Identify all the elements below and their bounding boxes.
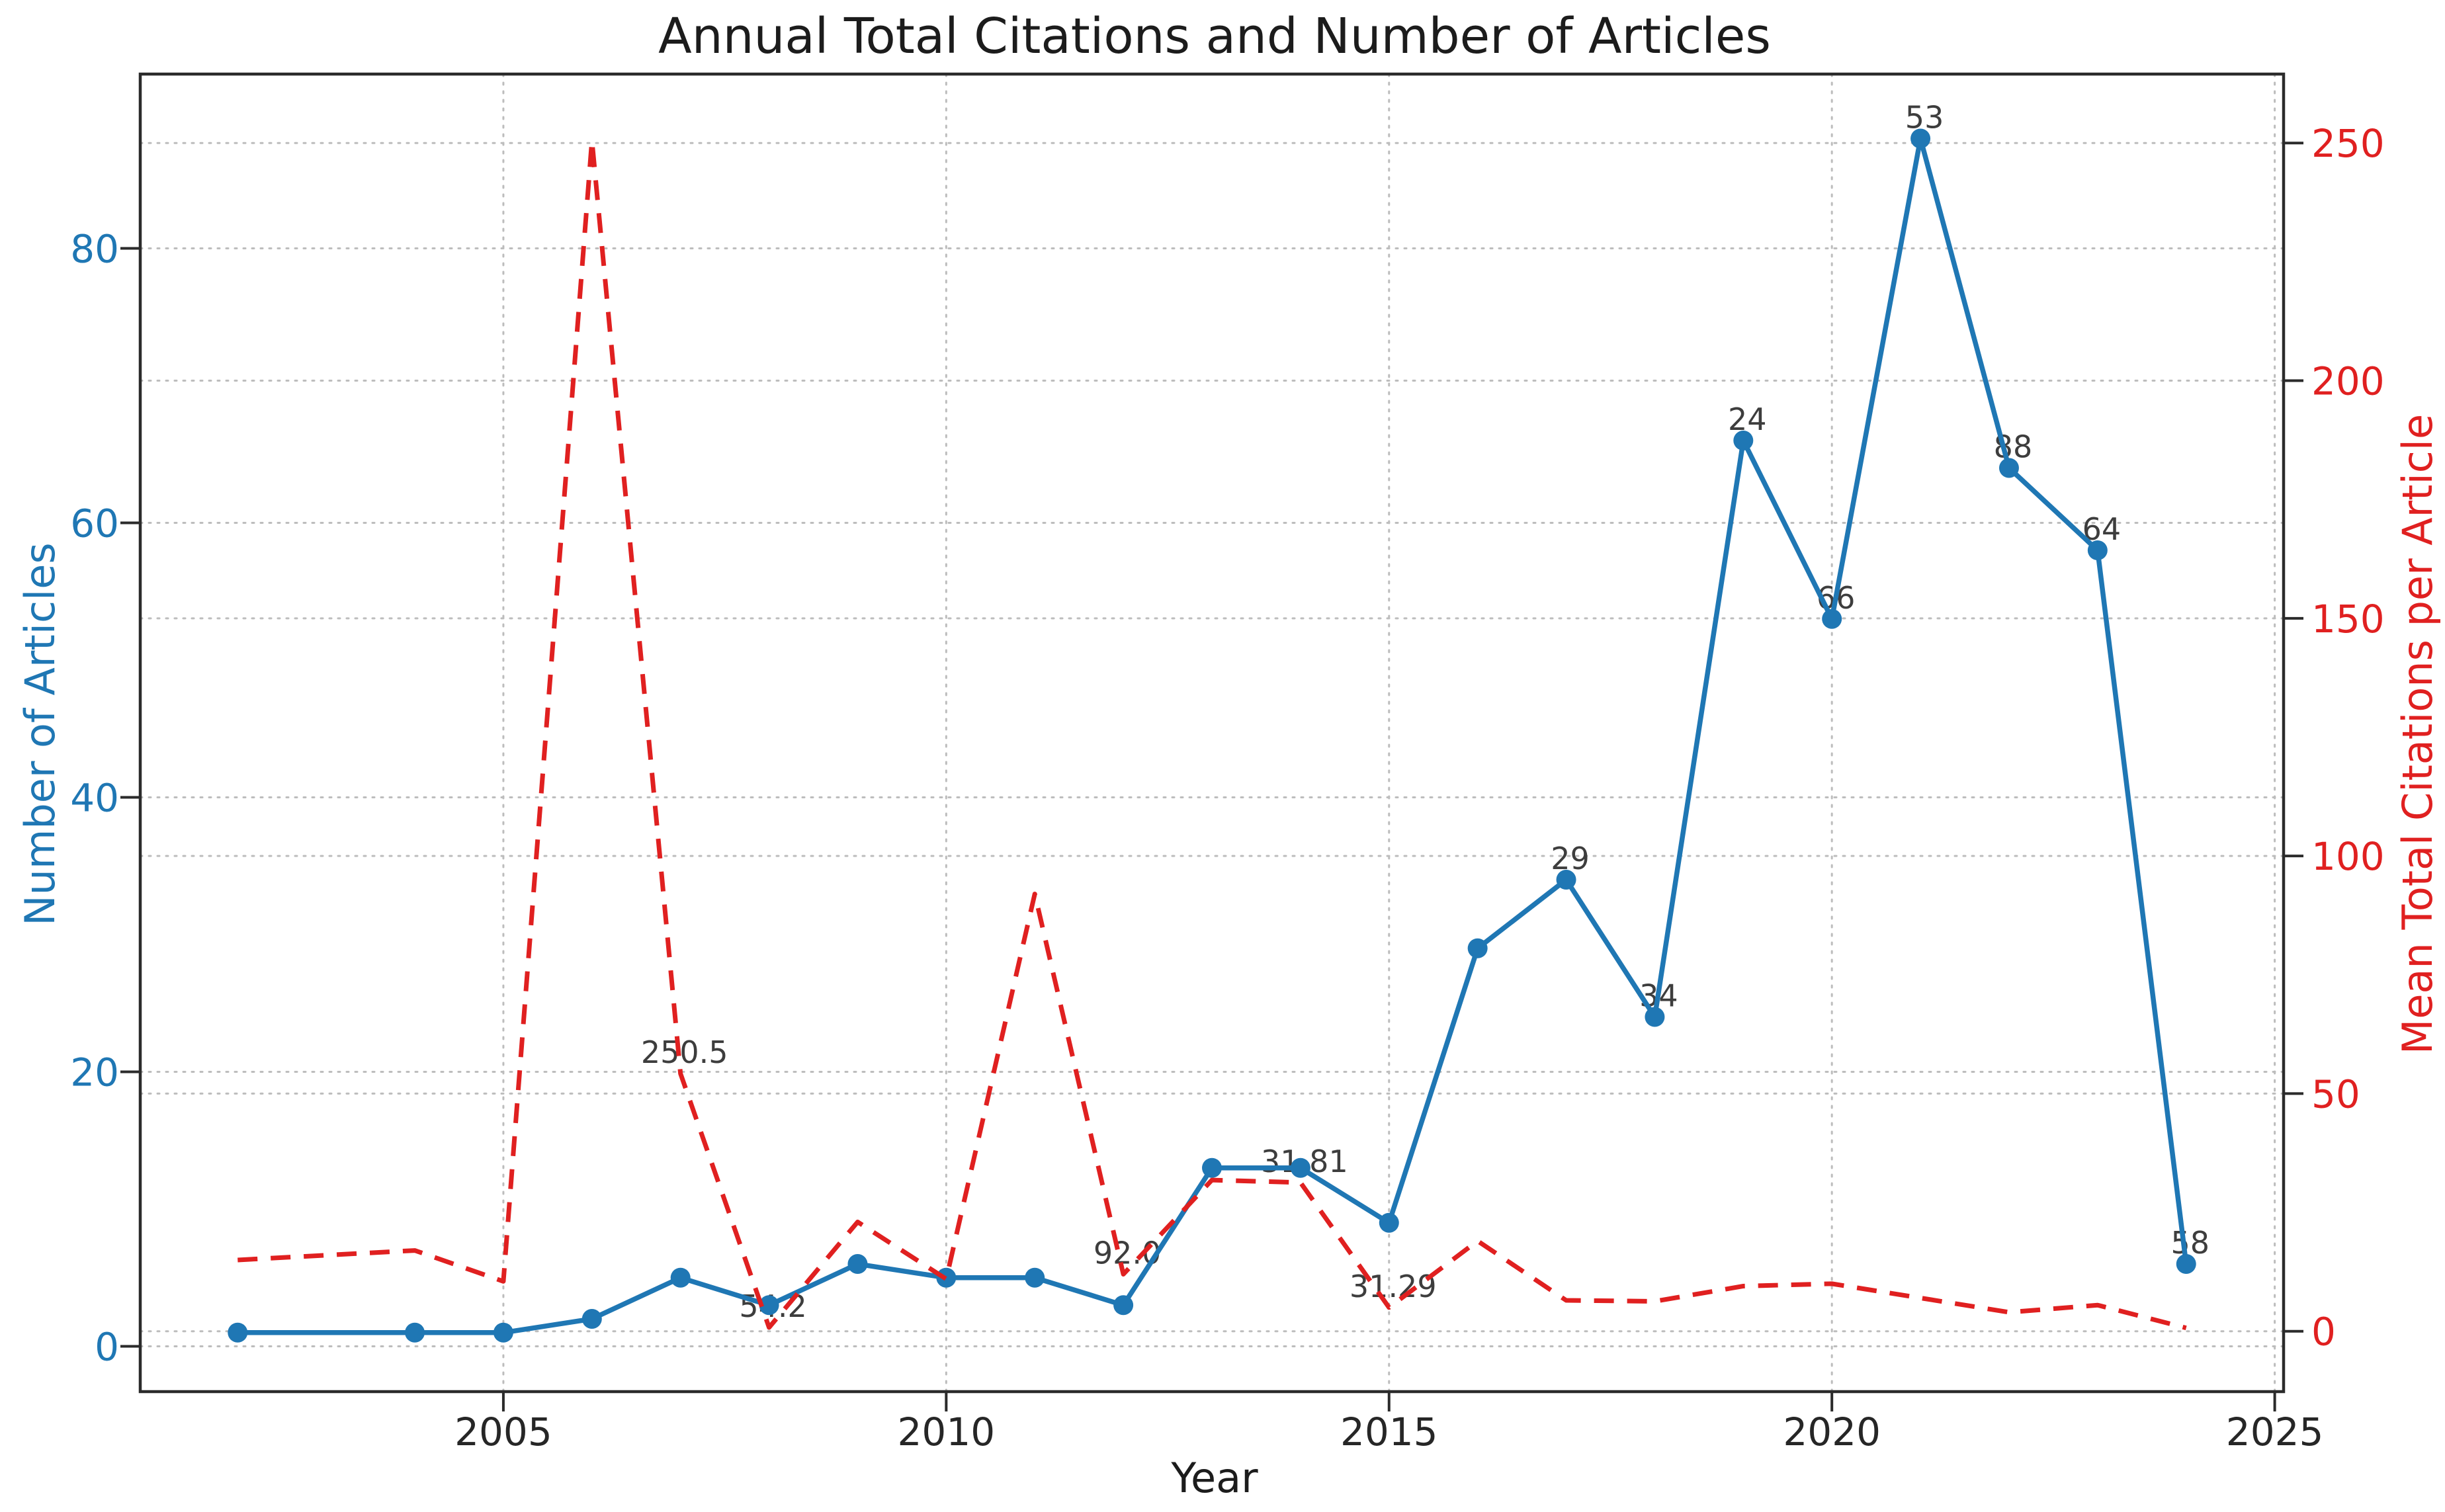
right-tick-label: 200 (2311, 359, 2385, 404)
articles-marker (759, 1295, 779, 1316)
grid-layer (139, 73, 2285, 1393)
y-axis-label-left: Number of Articles (16, 542, 64, 925)
articles-line (237, 136, 2189, 1335)
articles-marker (228, 1322, 248, 1343)
articles-marker (1467, 938, 1488, 958)
articles-marker (1025, 1267, 1045, 1288)
annotation-label: 24 (1728, 401, 1767, 437)
x-tick-label: 2025 (2226, 1409, 2324, 1454)
left-tick-label: 40 (70, 776, 119, 821)
x-tick-label: 2010 (898, 1409, 996, 1454)
annotation-label: 58 (2170, 1225, 2209, 1261)
annotation-label: 250.5 (641, 1034, 728, 1070)
articles-marker (2087, 540, 2108, 561)
x-axis-label: Year (1170, 1454, 1258, 1502)
citations-series-layer (237, 138, 2187, 1331)
axis-layer: 2005 2010 2015 2020 2025 0 20 40 60 80 0 50 100 150 20… (70, 72, 2385, 1454)
left-tick-label: 80 (70, 227, 119, 272)
left-tick-label: 60 (70, 501, 119, 546)
articles-series-layer (228, 128, 2196, 1343)
articles-marker (1910, 128, 1931, 149)
articles-marker (1379, 1212, 1399, 1233)
articles-marker (1113, 1295, 1134, 1316)
articles-marker (493, 1322, 513, 1343)
articles-marker (405, 1322, 425, 1343)
articles-marker (1733, 431, 1754, 451)
articles-marker (2176, 1254, 2196, 1275)
right-tick-label: 250 (2311, 121, 2385, 166)
y-axis-label-right: Mean Total Citations per Article (2393, 414, 2442, 1054)
right-tick-label: 150 (2311, 597, 2385, 642)
chart-title: Annual Total Citations and Number of Art… (658, 8, 1771, 65)
right-tick-label: 0 (2311, 1310, 2336, 1355)
plot-border (138, 72, 2286, 1394)
articles-marker (1998, 458, 2019, 478)
articles-marker (1556, 870, 1576, 890)
annotation-label: 29 (1551, 841, 1590, 876)
articles-marker (847, 1254, 868, 1275)
articles-marker (581, 1309, 602, 1329)
articles-marker (1202, 1157, 1222, 1178)
citations-line (237, 138, 2187, 1331)
x-tick-label: 2005 (454, 1409, 552, 1454)
articles-marker (670, 1267, 691, 1288)
articles-marker (1645, 1007, 1665, 1027)
annotation-label: 53 (1905, 100, 1944, 136)
left-tick-label: 0 (95, 1325, 119, 1370)
articles-marker (1290, 1157, 1310, 1178)
x-tick-label: 2015 (1340, 1409, 1438, 1454)
right-tick-label: 100 (2311, 834, 2385, 879)
articles-marker (1822, 609, 1842, 629)
left-tick-label: 20 (70, 1050, 119, 1095)
x-tick-label: 2020 (1783, 1409, 1881, 1454)
right-tick-label: 50 (2311, 1071, 2360, 1116)
